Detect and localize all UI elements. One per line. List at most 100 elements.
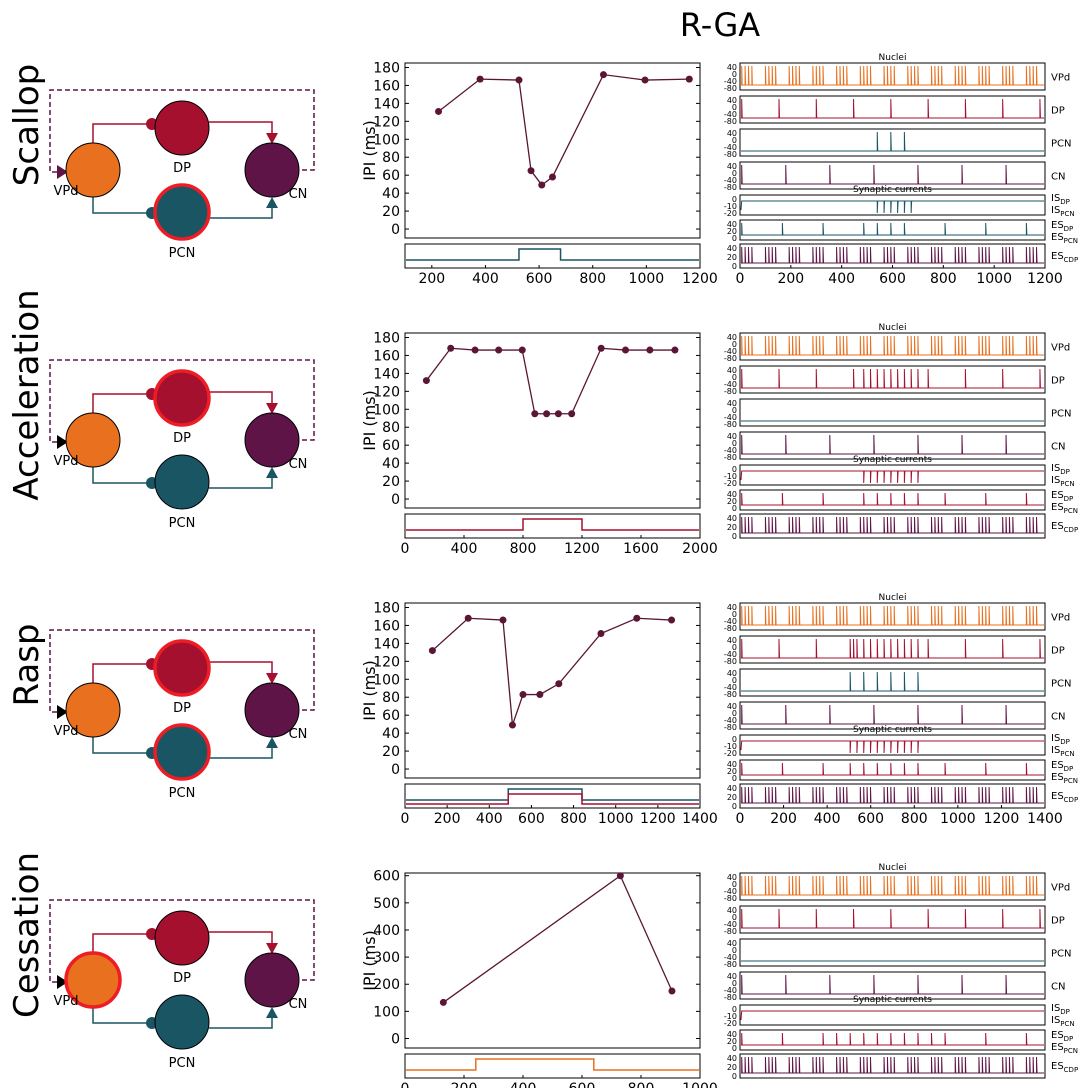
trace-x-tick-label: 0: [736, 811, 745, 827]
y-tick-label: 120: [373, 114, 400, 130]
trace-label-dp: DP: [1051, 376, 1065, 387]
x-tick-label: 600: [526, 271, 553, 287]
ipi-plot: 0 20 40 60 80 100 120 140 160 180 IPI (ms) 200 400 60…: [360, 60, 718, 287]
ipi-data-point: [554, 410, 562, 418]
trace-tick-label: -80: [724, 723, 737, 732]
ipi-data-point: [685, 75, 693, 83]
y-tick-label: 160: [373, 618, 400, 634]
trace-tick-label: 0: [732, 610, 737, 619]
ipi-data-point: [471, 346, 479, 354]
trace-x-tick-label: 1000: [976, 271, 1012, 287]
trace-wave-cn: [741, 164, 1044, 185]
y-tick-label: 0: [391, 1032, 400, 1048]
dp-cn-arrow: [266, 403, 278, 414]
ipi-data-point: [422, 377, 430, 385]
es-dp-label: ESDP: [1051, 220, 1073, 233]
y-tick-label: 60: [382, 438, 400, 454]
dp-node: [153, 369, 211, 427]
ipi-data-point: [428, 647, 436, 655]
circuit-diagram: VPd DP PCN CN: [49, 629, 315, 801]
trace-frame-dp: [739, 365, 1046, 394]
trace-wave-vpd: [741, 65, 1044, 86]
x-tick-label: 200: [434, 811, 461, 827]
trace-frame-cn: [739, 431, 1046, 460]
trace-wave-vpd: [741, 875, 1044, 896]
cn-node: [244, 952, 300, 1008]
trace-tick-label: 0: [732, 439, 737, 448]
y-tick-label: 120: [373, 384, 400, 400]
pcn-cn-arrow: [266, 197, 278, 208]
trace-wave-es: [741, 762, 1044, 776]
ipi-plot: 0 20 40 60 80 100 120 140 160 180 IPI (ms) 0 200 400 6…: [360, 600, 718, 827]
x-tick-label: 600: [518, 811, 545, 827]
is-pcn-label: ISPCN: [1051, 205, 1075, 218]
trace-tick-label: 40: [727, 490, 737, 499]
x-tick-label: 1400: [682, 811, 718, 827]
trace-tick-label: -80: [724, 183, 737, 192]
trace-tick-label: 0: [732, 709, 737, 718]
dp-cn-line: [209, 121, 273, 135]
ipi-data-point: [499, 616, 507, 624]
dp-cn-line: [209, 931, 273, 945]
trace-tick-label: 0: [732, 195, 737, 204]
trace-tick-label: -80: [724, 624, 737, 633]
feedback-loop-line: [49, 629, 315, 713]
vpd-pcn-line: [92, 1007, 150, 1024]
trace-x-tick-label: 200: [770, 811, 797, 827]
pcn-cn-line: [209, 746, 273, 759]
trace-frame-vpd: [739, 332, 1046, 361]
dp-label: DP: [173, 701, 191, 716]
es-dp-label: ESDP: [1051, 760, 1073, 773]
trace-tick-label: -40: [724, 953, 737, 962]
trace-frame-escdp: [739, 513, 1046, 539]
trace-tick-label: 0: [732, 802, 737, 811]
trace-frame-is: [739, 1004, 1046, 1026]
trace-x-tick-label: 1200: [1027, 271, 1063, 287]
es-dp-label: ESDP: [1051, 1030, 1073, 1043]
ipi-data-point: [622, 346, 630, 354]
trace-frame-vpd: [739, 602, 1046, 631]
trace-label-cn: CN: [1051, 442, 1065, 453]
y-tick-label: 0: [391, 222, 400, 238]
y-tick-label: 40: [382, 456, 400, 472]
trace-frame-escdp: [739, 783, 1046, 809]
trace-tick-label: 0: [732, 1005, 737, 1014]
trace-x-tick-label: 400: [814, 811, 841, 827]
trace-tick-label: 0: [732, 262, 737, 271]
ipi-data-point: [543, 410, 551, 418]
y-tick-label: 180: [373, 60, 400, 76]
trace-tick-label: 0: [732, 465, 737, 474]
feedback-loop-line: [49, 89, 315, 173]
trace-frame-vpd: [739, 872, 1046, 901]
trace-frame-dp: [739, 635, 1046, 664]
trace-tick-label: -40: [724, 716, 737, 725]
trace-tick-label: -40: [724, 380, 737, 389]
y-tick-label: 180: [373, 600, 400, 616]
trace-tick-label: -20: [724, 209, 737, 218]
ipi-data-point: [439, 998, 447, 1006]
trace-tick-label: -40: [724, 446, 737, 455]
vpd-pcn-line: [92, 197, 150, 214]
pcn-label: PCN: [169, 1056, 196, 1071]
trace-tick-label: -80: [724, 960, 737, 969]
es-pcn-label: ESPCN: [1051, 1042, 1078, 1055]
dp-node: [154, 910, 210, 966]
trace-frame-cn: [739, 701, 1046, 730]
ipi-series-line: [438, 73, 690, 186]
x-tick-label: 400: [451, 541, 478, 557]
trace-tick-label: -40: [724, 887, 737, 896]
trace-frame-pcn: [739, 938, 1046, 967]
x-tick-label: 400: [476, 811, 503, 827]
y-tick-label: 100: [373, 672, 400, 688]
ipi-data-point: [633, 614, 641, 622]
trace-tick-label: -80: [724, 150, 737, 159]
dp-node: [153, 639, 211, 697]
trace-frame-is: [739, 734, 1046, 756]
trace-tick-label: -20: [724, 749, 737, 758]
ipi-data-point: [671, 346, 679, 354]
trace-x-tick-label: 0: [736, 271, 745, 287]
trace-tick-label: -80: [724, 453, 737, 462]
x-tick-label: 1600: [623, 541, 659, 557]
trace-tick-label: -40: [724, 650, 737, 659]
